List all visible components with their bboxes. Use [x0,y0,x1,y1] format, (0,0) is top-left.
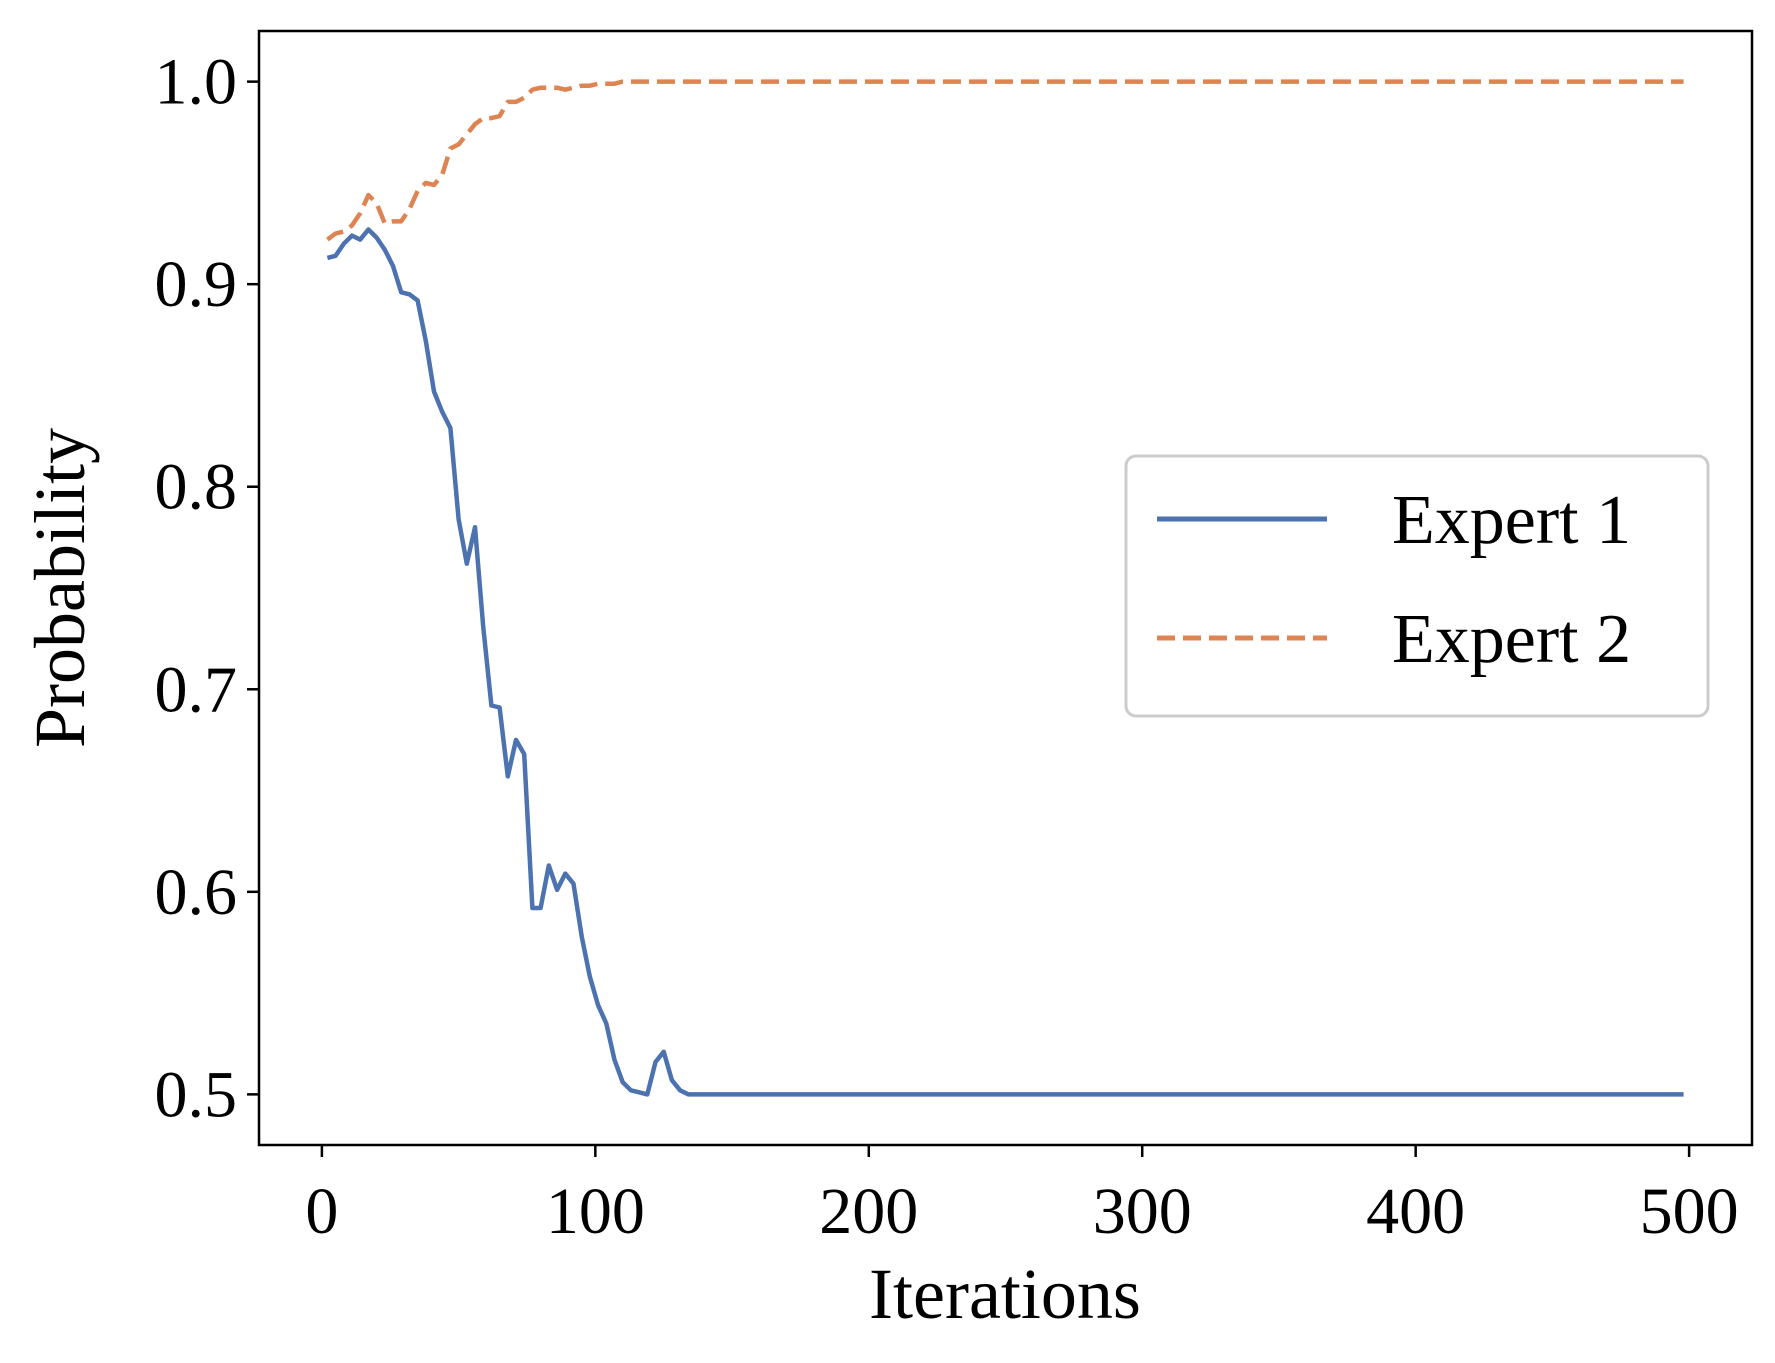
x-tick-label: 500 [1640,1175,1739,1248]
x-tick-label: 200 [819,1175,918,1248]
series-lines [326,79,1684,1097]
series-line-expert-1 [326,227,1684,1097]
y-tick-label: 0.6 [155,856,238,929]
y-axis: 0.5 0.6 0.7 0.8 0.9 1.0 [155,46,259,1131]
x-tick-label: 100 [546,1175,645,1248]
plot-frame [257,29,1754,1147]
legend-label-expert-1: Expert 1 [1392,482,1631,559]
legend: Expert 1 Expert 2 [1124,454,1710,718]
y-tick-label: 0.5 [155,1058,238,1131]
y-axis-title: Probability [20,428,100,748]
y-tick-label: 0.9 [155,248,238,321]
series-line-expert-2 [326,79,1684,242]
y-tick-label: 0.7 [155,653,238,726]
x-tick-label: 400 [1366,1175,1465,1248]
legend-label-expert-2: Expert 2 [1392,601,1631,678]
x-axis: 0 100 200 300 400 500 [305,1145,1739,1248]
y-tick-label: 0.8 [155,451,238,524]
x-tick-label: 0 [305,1175,338,1248]
y-tick-label: 1.0 [155,46,238,119]
x-tick-label: 300 [1093,1175,1192,1248]
x-axis-title: Iterations [869,1254,1141,1334]
